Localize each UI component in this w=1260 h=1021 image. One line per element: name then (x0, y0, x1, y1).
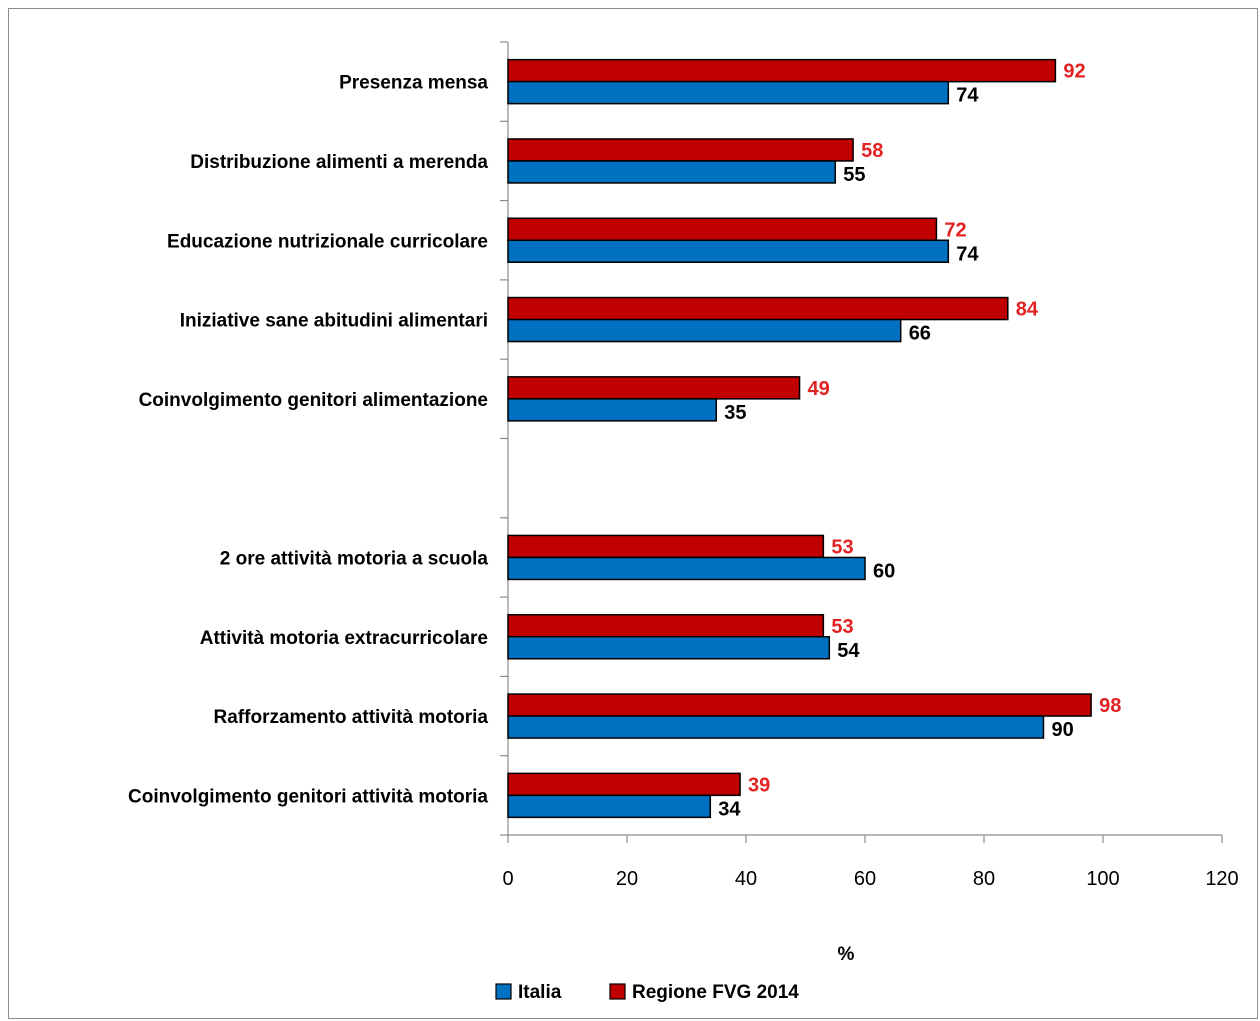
bar-regione-fvg (507, 296, 1009, 321)
bar-italia (507, 636, 831, 660)
x-tick-label: 40 (735, 868, 757, 890)
data-label-regione-fvg: 49 (808, 378, 830, 400)
data-label-italia: 90 (1052, 719, 1074, 741)
x-tick-label: 100 (1086, 868, 1119, 890)
data-label-italia: 55 (843, 164, 865, 186)
bar-regione-fvg (507, 772, 741, 797)
legend-italia-label: Italia (518, 982, 562, 1003)
legend-regione-fvg-label: Regione FVG 2014 (632, 982, 799, 1003)
data-label-regione-fvg: 98 (1099, 695, 1121, 717)
data-label-italia: 54 (837, 640, 860, 662)
legend-italia-swatch (495, 983, 512, 1000)
data-label-regione-fvg: 92 (1063, 61, 1085, 83)
category-label: Attività motoria extracurricolare (200, 628, 488, 649)
data-label-regione-fvg: 39 (748, 774, 770, 796)
x-axis-title: % (838, 944, 855, 965)
data-label-italia: 35 (724, 402, 746, 424)
legend-regione-fvg-swatch (609, 983, 626, 1000)
bar-italia (507, 398, 717, 422)
bar-regione-fvg (507, 217, 938, 241)
x-tick-label: 60 (854, 868, 876, 890)
bar-italia (507, 556, 866, 581)
data-label-regione-fvg: 72 (944, 219, 966, 241)
category-label: Distribuzione alimenti a merenda (190, 152, 488, 173)
data-label-regione-fvg: 53 (831, 536, 853, 558)
bar-regione-fvg (507, 138, 854, 162)
data-label-italia: 74 (956, 243, 979, 265)
category-label: Coinvolgimento genitori attività motoria (128, 786, 488, 807)
bar-italia (507, 318, 902, 343)
category-label: 2 ore attività motoria a scuola (220, 548, 489, 569)
bar-italia (507, 80, 950, 105)
category-label: Coinvolgimento genitori alimentazione (139, 390, 488, 411)
bar-italia (507, 794, 712, 819)
data-label-italia: 60 (873, 560, 895, 582)
category-label: Iniziative sane abitudini alimentari (180, 311, 488, 332)
bar-italia (507, 239, 950, 263)
data-label-regione-fvg: 84 (1016, 299, 1039, 321)
data-label-italia: 34 (718, 798, 741, 820)
legend: Italia Regione FVG 2014 (495, 982, 799, 1003)
category-label: Educazione nutrizionale curricolare (167, 231, 488, 252)
bar-regione-fvg (507, 693, 1092, 717)
bar-regione-fvg (507, 614, 825, 638)
bar-regione-fvg (507, 58, 1057, 83)
data-label-regione-fvg: 58 (861, 140, 883, 162)
category-label: Presenza mensa (339, 73, 488, 94)
x-tick-label: 80 (973, 868, 995, 890)
bar-regione-fvg (507, 376, 801, 400)
bar-italia (507, 715, 1045, 739)
bar-regione-fvg (507, 534, 825, 559)
data-label-regione-fvg: 53 (831, 616, 853, 638)
data-label-italia: 74 (956, 85, 979, 107)
data-label-italia: 66 (909, 323, 931, 345)
bars (507, 58, 1092, 819)
x-tick-label: 20 (616, 868, 638, 890)
bar-italia (507, 160, 836, 184)
category-label: Rafforzamento attività motoria (214, 707, 489, 728)
x-tick-label: 120 (1205, 868, 1238, 890)
x-tick-label: 0 (502, 868, 513, 890)
